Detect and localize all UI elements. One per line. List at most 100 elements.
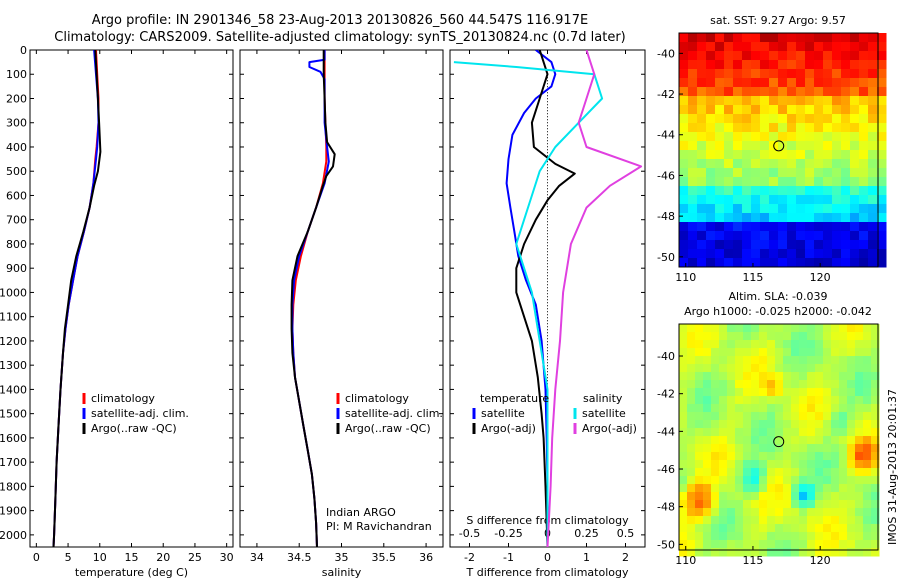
map-cell xyxy=(823,364,832,373)
map-cell xyxy=(775,548,784,557)
map-cell xyxy=(796,33,806,43)
map-cell xyxy=(815,372,824,381)
map-cell xyxy=(695,412,704,421)
map-cell xyxy=(715,60,725,70)
map-cell xyxy=(688,177,698,187)
map-cell xyxy=(831,364,840,373)
map-cell xyxy=(832,78,842,88)
map-cell xyxy=(863,380,872,389)
map-cell xyxy=(796,258,806,268)
map-cell xyxy=(735,372,744,381)
map-cell xyxy=(751,195,761,205)
map-cell xyxy=(743,364,752,373)
map-cell xyxy=(832,177,842,187)
map-cell xyxy=(868,249,878,259)
map-cell xyxy=(783,476,792,485)
map-cell xyxy=(877,114,887,124)
map-cell xyxy=(859,213,869,223)
map-cell xyxy=(783,444,792,453)
map-cell xyxy=(847,460,856,469)
map-cell xyxy=(831,404,840,413)
map-cell xyxy=(706,249,716,259)
map-cell xyxy=(841,69,851,79)
map-cell xyxy=(796,132,806,142)
map-cell xyxy=(847,476,856,485)
map-cell xyxy=(787,96,797,106)
map-cell xyxy=(735,404,744,413)
map-cell xyxy=(759,452,768,461)
map-cell xyxy=(733,240,743,250)
map-cell xyxy=(778,78,788,88)
map-cell xyxy=(679,364,688,373)
y-tick-label: 1500 xyxy=(0,408,27,421)
map-cell xyxy=(778,186,788,196)
map-cell xyxy=(733,132,743,142)
map-cell xyxy=(775,468,784,477)
map-cell xyxy=(839,372,848,381)
map-cell xyxy=(775,332,784,341)
series-line-temperature-satelliteadjclim xyxy=(52,50,100,547)
map-cell xyxy=(769,114,779,124)
map-cell xyxy=(679,380,688,389)
map-cell xyxy=(863,324,872,333)
map-cell xyxy=(859,150,869,160)
map-cell xyxy=(760,222,770,232)
map-cell xyxy=(679,484,688,493)
map-cell xyxy=(715,132,725,142)
map-cell xyxy=(871,340,880,349)
map-cell xyxy=(715,33,725,43)
map-cell xyxy=(831,492,840,501)
map-cell xyxy=(727,404,736,413)
legend-label: satellite xyxy=(582,407,626,420)
map-cell xyxy=(703,484,712,493)
map-cell xyxy=(807,484,816,493)
map-cell xyxy=(733,141,743,151)
map-cell xyxy=(769,87,779,97)
map-cell xyxy=(695,324,704,333)
map-cell xyxy=(767,476,776,485)
map-cell xyxy=(850,186,860,196)
map-cell xyxy=(868,213,878,223)
map-cell xyxy=(787,159,797,169)
map-cell xyxy=(791,436,800,445)
map-cell xyxy=(823,340,832,349)
map-cell xyxy=(815,516,824,525)
map-cell xyxy=(711,516,720,525)
map-cell xyxy=(877,141,887,151)
map-cell xyxy=(823,114,833,124)
map-cell xyxy=(688,186,698,196)
map-cell xyxy=(859,159,869,169)
map-cell xyxy=(783,508,792,517)
x-tick-label: 35.5 xyxy=(372,551,397,564)
map-cell xyxy=(868,96,878,106)
map-cell xyxy=(868,204,878,214)
map-cell xyxy=(847,548,856,557)
map-cell xyxy=(703,364,712,373)
map-cell xyxy=(742,231,752,241)
map-cell xyxy=(799,428,808,437)
map-cell xyxy=(847,396,856,405)
map-cell xyxy=(799,548,808,557)
map-cell xyxy=(787,249,797,259)
map-cell xyxy=(814,240,824,250)
map-cell xyxy=(703,452,712,461)
map-cell xyxy=(715,42,725,52)
map-cell xyxy=(832,204,842,214)
map-cell xyxy=(703,420,712,429)
figure-title-line2: Climatology: CARS2009. Satellite-adjuste… xyxy=(54,30,626,45)
map-cell xyxy=(742,186,752,196)
map-cell xyxy=(814,150,824,160)
map-cell xyxy=(855,444,864,453)
map-cell xyxy=(767,372,776,381)
map-cell xyxy=(823,168,833,178)
map-cell xyxy=(783,340,792,349)
map-cell xyxy=(775,460,784,469)
map-cell xyxy=(679,105,689,115)
map-cell xyxy=(697,204,707,214)
map-cell xyxy=(695,332,704,341)
map-cell xyxy=(695,396,704,405)
series-line-salinity-climatology xyxy=(291,50,328,547)
map-cell xyxy=(695,500,704,509)
map-cell xyxy=(799,356,808,365)
map-cell xyxy=(859,186,869,196)
